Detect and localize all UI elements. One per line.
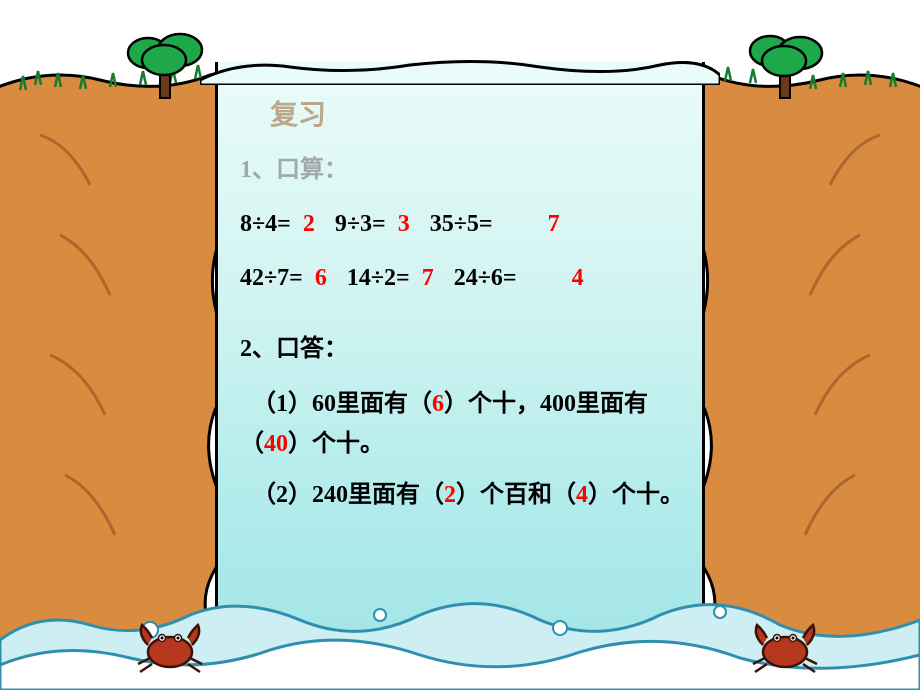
equation-answer: 3 [398, 206, 410, 242]
lesson-title: 复习 [270, 95, 695, 137]
q2-answer1: 2 [444, 482, 456, 508]
q2-part2: ）个百和（ [456, 482, 576, 508]
tree-left-icon [120, 25, 210, 105]
section2: 2、口答： （1）60里面有（6）个十，400里面有（40）个十。 （2）240… [240, 331, 695, 516]
q1-answer2: 40 [264, 431, 288, 457]
equation-answer: 6 [315, 260, 327, 296]
equation-answer: 7 [548, 206, 560, 242]
equation-question: 9÷3= [335, 206, 386, 242]
equation: 9÷3= 3 [335, 206, 410, 242]
equation-answer: 7 [422, 260, 434, 296]
equation: 24÷6= 4 [454, 260, 584, 296]
q1-part3: ）个十。 [288, 431, 384, 457]
equation-question: 42÷7= [240, 260, 303, 296]
crab-right-icon [745, 620, 825, 675]
equation: 35÷5= 7 [430, 206, 560, 242]
section2-heading: 2、口答： [240, 331, 695, 367]
equation-answer: 2 [303, 206, 315, 242]
q2-part1: （2）240里面有（ [252, 482, 444, 508]
crab-left-icon [130, 620, 210, 675]
equation: 8÷4= 2 [240, 206, 315, 242]
equation-row-2: 42÷7= 6 14÷2= 7 24÷6= 4 [240, 260, 695, 296]
equation-question: 14÷2= [347, 260, 410, 296]
cliff-right [680, 55, 920, 655]
equation-row-1: 8÷4= 2 9÷3= 3 35÷5= 7 [240, 206, 695, 242]
q1-part1: （1）60里面有（ [252, 391, 432, 417]
equation-answer: 4 [572, 260, 584, 296]
equation-question: 8÷4= [240, 206, 291, 242]
fill-blank-q1: （1）60里面有（6）个十，400里面有（40）个十。 [240, 385, 695, 464]
tree-right-icon [740, 25, 830, 105]
waterfall-top-edge [200, 55, 720, 85]
lesson-content: 复习 1、口算： 8÷4= 2 9÷3= 3 35÷5= 7 42÷7= 6 [245, 95, 695, 528]
equation-question: 35÷5= [430, 206, 493, 242]
q2-part3: ）个十。 [588, 482, 684, 508]
section1-heading: 1、口算： [240, 152, 695, 188]
q2-answer2: 4 [576, 482, 588, 508]
scene: 复习 1、口算： 8÷4= 2 9÷3= 3 35÷5= 7 42÷7= 6 [0, 0, 920, 690]
cliff-left [0, 55, 240, 655]
fill-blank-q2: （2）240里面有（2）个百和（4）个十。 [240, 476, 695, 516]
equation: 14÷2= 7 [347, 260, 434, 296]
equation: 42÷7= 6 [240, 260, 327, 296]
equation-question: 24÷6= [454, 260, 517, 296]
q1-answer1: 6 [432, 391, 444, 417]
